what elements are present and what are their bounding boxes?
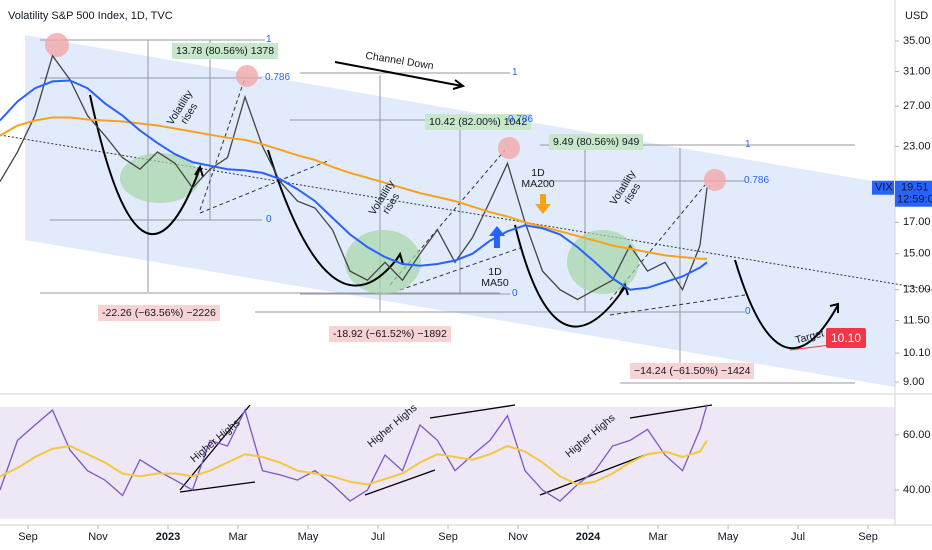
- y-tick-label: 15.00: [903, 248, 931, 260]
- series-line: [0, 116, 707, 260]
- annotation: −14.24 (−61.50%) −1424: [630, 363, 755, 379]
- x-tick-label: May: [718, 531, 739, 543]
- x-tick-label: Nov: [508, 531, 528, 543]
- symbol: VIX: [875, 182, 893, 194]
- fib-label: 0.786: [265, 72, 291, 83]
- annotation: 13.78 (80.56%) 1378: [172, 43, 279, 59]
- y-tick-label: 10.10: [903, 347, 931, 359]
- y-tick-label: 9.00: [903, 376, 924, 388]
- price-tag: [895, 180, 932, 207]
- countdown: 12:59:01: [897, 194, 932, 206]
- series-line: [0, 79, 708, 291]
- x-tick-label: Jul: [371, 531, 385, 543]
- fib-lines: [40, 39, 855, 384]
- ma-label: 1D MA200: [521, 167, 555, 190]
- rsi-band: [0, 407, 895, 519]
- annotation: -18.92 (−61.52%) −1892: [329, 326, 451, 342]
- currency: USD: [905, 10, 928, 22]
- chart-title: Volatility S&P 500 Index, 1D, TVC: [8, 10, 173, 22]
- y-tick-label: 13.00: [903, 284, 931, 296]
- curves: [89, 61, 839, 351]
- annotation: -22.26 (−63.56%) −2226: [98, 305, 220, 321]
- x-tick-label: Sep: [18, 531, 38, 543]
- fib-label: 0: [266, 214, 272, 225]
- series-line: [0, 404, 708, 502]
- annotation: 10.42 (82.00%) 1042: [425, 114, 532, 130]
- x-tick-label: Sep: [438, 531, 458, 543]
- series-line: [0, 54, 708, 301]
- fib-label: 1: [266, 34, 272, 45]
- ma-label: 1D MA50: [481, 266, 509, 289]
- x-tick-label: Nov: [88, 531, 108, 543]
- x-tick-label: Mar: [649, 531, 668, 543]
- annotation: 9.49 (80.56%) 949: [549, 134, 644, 150]
- rsi-y-tick-label: 60.00: [903, 429, 931, 441]
- fib-label: 0: [745, 306, 751, 317]
- y-tick-label: 17.00: [903, 216, 931, 228]
- x-tick-label: Sep: [858, 531, 878, 543]
- fib-label: 0.786: [508, 114, 534, 125]
- x-tick-label: Mar: [229, 531, 248, 543]
- y-tick-label: 35.00: [903, 35, 931, 47]
- x-tick-label: Jul: [791, 531, 805, 543]
- annotation: 10.10: [826, 328, 867, 348]
- fib-label: 1: [512, 67, 518, 78]
- last-price: 19.51: [901, 182, 929, 194]
- fib-label: 0.786: [744, 175, 770, 186]
- y-tick-label: 31.00: [903, 65, 931, 77]
- symbol-tag: [872, 180, 894, 195]
- peak-markers: [45, 33, 726, 191]
- series-line: [0, 439, 708, 486]
- x-tick-label: May: [298, 531, 319, 543]
- fib-label: 1: [745, 139, 751, 150]
- fib-label: 0: [512, 288, 518, 299]
- rsi-y-tick-label: 40.00: [903, 484, 931, 496]
- x-tick-label: 2024: [576, 531, 601, 543]
- y-tick-label: 23.00: [903, 140, 931, 152]
- y-tick-label: 27.00: [903, 100, 931, 112]
- y-tick-label: 11.50: [903, 314, 930, 326]
- x-tick-label: 2023: [156, 531, 180, 543]
